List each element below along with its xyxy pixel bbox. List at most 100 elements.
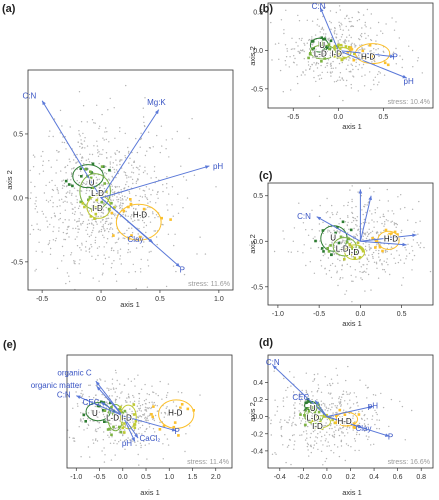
background-point <box>79 247 81 249</box>
group-point <box>328 47 331 51</box>
background-point <box>98 411 101 413</box>
background-point <box>148 188 150 190</box>
background-point <box>111 222 113 224</box>
background-point <box>98 211 100 213</box>
env-vector-line <box>96 385 124 417</box>
background-point <box>124 157 127 159</box>
background-point <box>343 409 345 411</box>
background-point <box>386 250 388 253</box>
background-point <box>34 185 36 188</box>
group-label: U <box>310 404 316 413</box>
background-point <box>76 236 78 238</box>
background-point <box>147 419 149 422</box>
background-point <box>384 221 386 223</box>
group-point <box>122 209 126 213</box>
background-point <box>143 222 145 224</box>
background-point <box>338 42 340 44</box>
background-point <box>415 221 417 224</box>
group-label: H-D <box>337 417 351 426</box>
env-vector-head <box>76 395 81 399</box>
background-point <box>148 216 150 218</box>
background-point <box>113 388 115 390</box>
background-point <box>374 76 376 79</box>
background-point <box>290 48 293 50</box>
background-point <box>412 66 414 68</box>
background-point <box>327 59 330 61</box>
background-point <box>81 395 84 397</box>
background-point <box>83 182 85 185</box>
env-vector-label: CEC <box>83 398 100 407</box>
background-point <box>293 444 295 446</box>
background-point <box>306 442 309 444</box>
background-point <box>162 443 164 445</box>
group-point <box>361 249 365 253</box>
background-point <box>156 405 158 407</box>
background-point <box>140 410 142 412</box>
background-point <box>347 232 349 234</box>
background-point <box>358 251 360 254</box>
background-point <box>361 33 363 35</box>
background-point <box>331 403 333 405</box>
background-point <box>78 130 80 132</box>
background-point <box>140 416 143 418</box>
background-point <box>328 37 330 39</box>
stress-label: stress: 11.4% <box>187 459 229 466</box>
background-point <box>376 207 379 209</box>
stress-label: stress: 16.6% <box>388 459 430 466</box>
background-point <box>61 198 63 200</box>
background-point <box>305 389 307 392</box>
env-vector-line <box>326 405 374 418</box>
env-vector-label: C:N <box>312 2 326 11</box>
background-point <box>95 176 98 179</box>
background-point <box>81 242 83 244</box>
background-point <box>317 246 320 249</box>
background-point <box>395 47 397 50</box>
background-point <box>401 58 404 61</box>
background-point <box>397 196 399 198</box>
background-point <box>72 167 75 170</box>
background-point <box>56 205 58 208</box>
background-point <box>302 418 304 420</box>
background-point <box>71 203 73 205</box>
background-point <box>365 271 367 273</box>
group-point <box>110 201 113 205</box>
background-point <box>147 202 149 204</box>
background-point <box>140 138 142 141</box>
background-point <box>96 247 99 249</box>
background-point <box>145 398 147 401</box>
background-point <box>358 433 361 436</box>
background-point <box>366 268 368 270</box>
background-point <box>293 434 295 436</box>
background-point <box>152 428 155 430</box>
x-tick-label: -0.5 <box>94 474 106 481</box>
background-point <box>87 168 90 170</box>
background-point <box>371 61 373 63</box>
background-point <box>102 149 104 151</box>
background-point <box>299 49 302 51</box>
background-point <box>130 419 132 421</box>
plot-frame <box>27 69 234 291</box>
background-point <box>347 29 350 31</box>
background-point <box>341 61 343 64</box>
env-vector-label: organic C <box>57 368 91 377</box>
background-point <box>317 384 319 386</box>
background-point <box>77 231 79 233</box>
background-point <box>174 233 176 235</box>
background-point <box>118 186 121 188</box>
background-point <box>146 286 149 288</box>
background-point <box>324 409 326 411</box>
background-point <box>130 176 132 178</box>
background-point <box>281 435 283 438</box>
background-point <box>92 229 94 232</box>
background-point <box>346 426 349 428</box>
background-point <box>167 413 169 415</box>
background-point <box>204 253 207 255</box>
group-ellipse <box>304 405 324 424</box>
background-point <box>76 201 78 204</box>
group-ellipse <box>158 399 195 429</box>
background-point <box>392 51 395 53</box>
background-point <box>332 252 334 254</box>
background-point <box>399 400 401 403</box>
background-point <box>335 36 337 38</box>
background-point <box>62 184 64 187</box>
